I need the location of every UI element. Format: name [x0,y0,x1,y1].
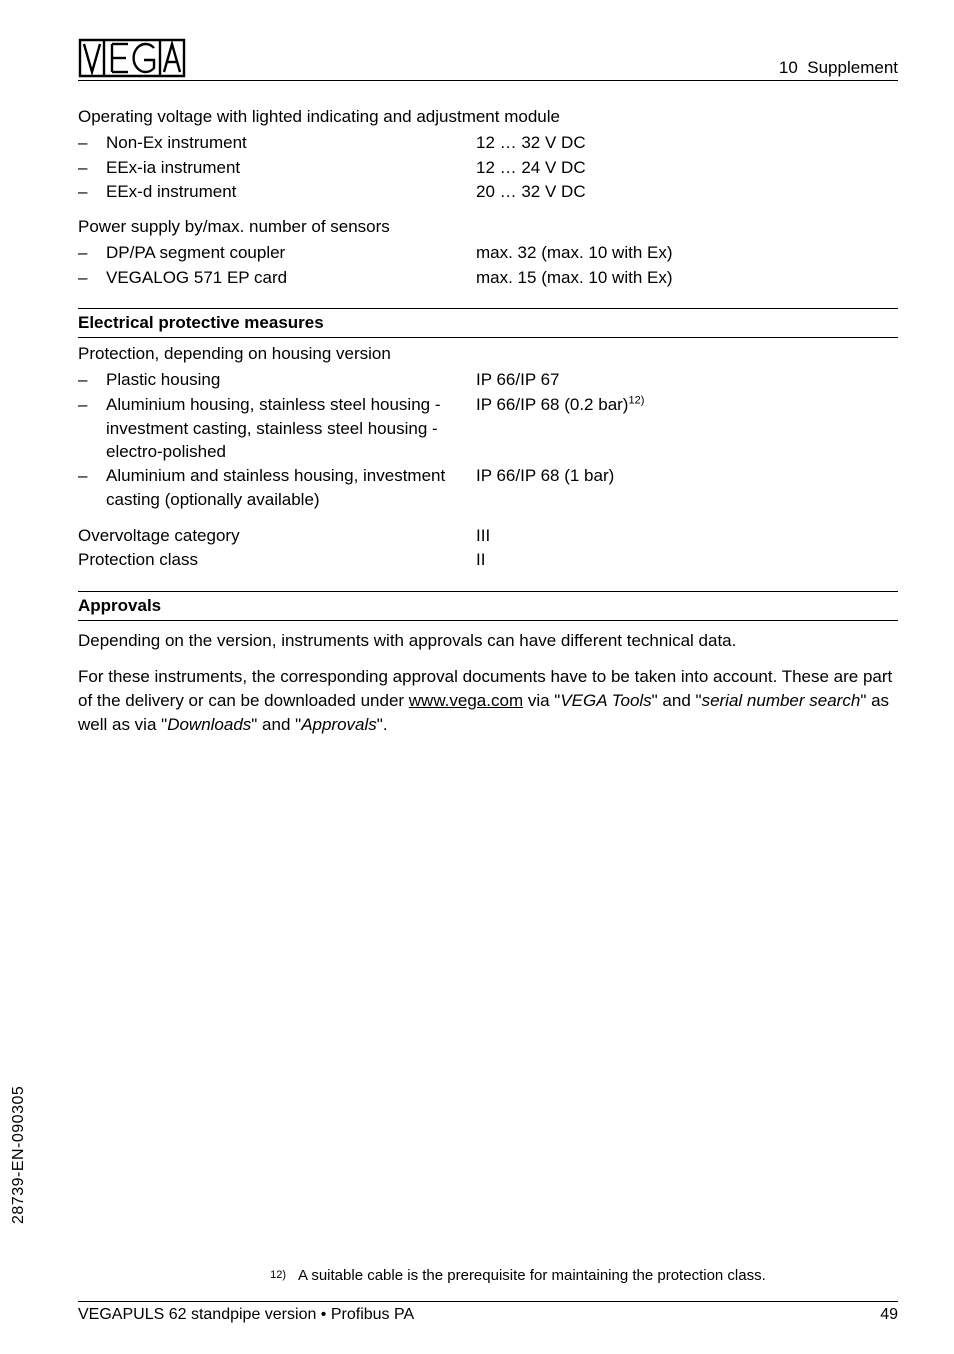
row-value: III [476,524,898,549]
row-label: EEx-ia instrument [106,156,476,181]
footer: VEGAPULS 62 standpipe version • Profibus… [78,1301,898,1324]
protection-intro: Protection, depending on housing version [78,344,898,364]
row-value: II [476,548,898,573]
row-aluminium-stainless: – Aluminium housing, stainless steel hou… [78,393,898,464]
row-label: Overvoltage category [78,524,476,549]
dash-icon: – [78,266,106,291]
row-non-ex: – Non-Ex instrument 12 … 32 V DC [78,131,898,156]
row-label: Aluminium housing, stainless steel housi… [106,393,476,464]
text-span: " and " [251,715,301,734]
footer-rule [78,1301,898,1302]
header-section-number: 10 [779,58,798,77]
row-label: Non-Ex instrument [106,131,476,156]
dash-icon: – [78,393,106,464]
row-label: EEx-d instrument [106,180,476,205]
row-dppa: – DP/PA segment coupler max. 32 (max. 10… [78,241,898,266]
header-section-title: Supplement [807,58,898,77]
italic-term: serial number search [702,691,861,710]
row-value: 12 … 24 V DC [476,156,898,181]
row-value: IP 66/IP 67 [476,368,898,393]
approvals-para-1: Depending on the version, instruments wi… [78,629,898,653]
row-label: VEGALOG 571 EP card [106,266,476,291]
row-eex-ia: – EEx-ia instrument 12 … 24 V DC [78,156,898,181]
page: 10 Supplement Operating voltage with lig… [0,0,954,1354]
dash-icon: – [78,131,106,156]
rule [78,308,898,309]
italic-term: Approvals [301,715,377,734]
footnote-text: A suitable cable is the prerequisite for… [298,1267,898,1284]
row-value: 20 … 32 V DC [476,180,898,205]
row-eex-d: – EEx-d instrument 20 … 32 V DC [78,180,898,205]
dash-icon: – [78,464,106,512]
approvals-heading: Approvals [78,596,898,616]
footnote-marker: 12) [628,394,644,406]
row-label: Aluminium and stainless housing, investm… [106,464,476,512]
vega-link[interactable]: www.vega.com [409,691,523,710]
footnote: 12) A suitable cable is the prerequisite… [78,1267,898,1284]
row-protection-class: Protection class II [78,548,898,573]
dash-icon: – [78,368,106,393]
document-code: 28739-EN-090305 [10,1086,28,1224]
electrical-heading: Electrical protective measures [78,313,898,333]
row-label: DP/PA segment coupler [106,241,476,266]
rule [78,337,898,338]
text-span: via " [523,691,560,710]
approvals-para-2: For these instruments, the corresponding… [78,665,898,736]
row-value: max. 32 (max. 10 with Ex) [476,241,898,266]
header-row: 10 Supplement [78,38,898,78]
power-supply-intro: Power supply by/max. number of sensors [78,217,898,237]
row-value: IP 66/IP 68 (1 bar) [476,464,898,512]
row-value: IP 66/IP 68 (0.2 bar)12) [476,393,898,464]
row-value: max. 15 (max. 10 with Ex) [476,266,898,291]
rule [78,620,898,621]
dash-icon: – [78,241,106,266]
rule [78,591,898,592]
operating-voltage-intro: Operating voltage with lighted indicatin… [78,107,898,127]
dash-icon: – [78,180,106,205]
dash-icon: – [78,156,106,181]
row-plastic-housing: – Plastic housing IP 66/IP 67 [78,368,898,393]
row-aluminium-investment: – Aluminium and stainless housing, inves… [78,464,898,512]
vega-logo [78,38,188,78]
header-section: 10 Supplement [779,58,898,78]
header-rule [78,80,898,81]
row-value: 12 … 32 V DC [476,131,898,156]
footnote-number: 12) [78,1267,298,1284]
row-vegalog: – VEGALOG 571 EP card max. 15 (max. 10 w… [78,266,898,291]
row-label: Protection class [78,548,476,573]
italic-term: Downloads [167,715,251,734]
italic-term: VEGA Tools [560,691,651,710]
page-number: 49 [880,1306,898,1324]
text-span: ". [377,715,388,734]
text-span: " and " [652,691,702,710]
row-label: Plastic housing [106,368,476,393]
footer-left: VEGAPULS 62 standpipe version • Profibus… [78,1306,414,1324]
row-overvoltage: Overvoltage category III [78,524,898,549]
row-value-text: IP 66/IP 68 (0.2 bar) [476,395,628,414]
